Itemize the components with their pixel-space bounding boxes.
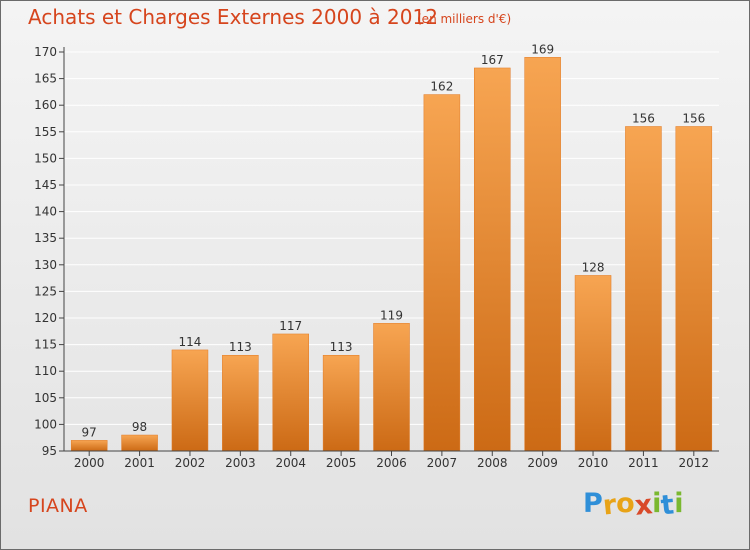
y-tick-label: 100 xyxy=(34,417,57,431)
logo-letter: i xyxy=(674,488,684,519)
y-tick-label: 95 xyxy=(42,444,57,458)
bar xyxy=(70,440,108,452)
x-tick-label: 2000 xyxy=(74,456,105,470)
x-tick-label: 2004 xyxy=(275,456,306,470)
commune-name: PIANA xyxy=(28,495,88,517)
chart-unit: (en milliers d'€) xyxy=(417,12,512,26)
y-tick-label: 150 xyxy=(34,151,57,165)
logo-letter: r xyxy=(601,489,618,522)
data-label: 98 xyxy=(132,420,147,434)
bar xyxy=(625,126,662,452)
data-label: 128 xyxy=(582,260,605,274)
data-label: 117 xyxy=(279,319,302,333)
data-label: 119 xyxy=(380,308,403,322)
y-tick-label: 130 xyxy=(34,258,57,272)
data-label: 97 xyxy=(82,425,97,439)
bar xyxy=(322,354,360,452)
x-tick-label: 2006 xyxy=(376,456,407,470)
bar xyxy=(121,434,158,452)
x-tick-label: 2005 xyxy=(326,456,357,470)
y-tick-label: 145 xyxy=(34,178,57,192)
logo-letter: i xyxy=(652,488,662,519)
bar xyxy=(222,354,259,452)
y-tick-label: 170 xyxy=(34,45,57,59)
bar xyxy=(171,349,209,452)
y-tick-label: 155 xyxy=(34,125,57,139)
y-tick-label: 125 xyxy=(34,284,57,298)
bar xyxy=(373,323,410,452)
y-tick-label: 115 xyxy=(34,338,57,352)
proxiti-logo: Proxiti xyxy=(583,488,684,522)
bar xyxy=(675,126,713,452)
data-label: 167 xyxy=(481,53,504,67)
bar xyxy=(574,275,612,452)
logo-letter: P xyxy=(583,488,603,519)
x-tick-label: 2003 xyxy=(225,456,256,470)
data-label: 114 xyxy=(179,335,202,349)
y-tick-label: 135 xyxy=(34,231,57,245)
x-tick-label: 2008 xyxy=(477,456,508,470)
x-tick-label: 2009 xyxy=(527,456,558,470)
y-tick-label: 110 xyxy=(34,364,57,378)
x-tick-label: 2007 xyxy=(427,456,458,470)
x-tick-label: 2011 xyxy=(628,456,659,470)
data-label: 156 xyxy=(682,111,705,125)
x-tick-label: 2010 xyxy=(578,456,609,470)
x-tick-label: 2012 xyxy=(679,456,710,470)
data-label: 169 xyxy=(531,42,554,56)
logo-letter: x xyxy=(633,489,654,522)
bars xyxy=(70,57,713,452)
y-tick-label: 140 xyxy=(34,205,57,219)
logo-letter: o xyxy=(616,488,635,519)
y-tick-label: 160 xyxy=(34,98,57,112)
bar xyxy=(474,67,511,452)
y-tick-label: 105 xyxy=(34,391,57,405)
x-tick-label: 2002 xyxy=(175,456,206,470)
y-tick-label: 120 xyxy=(34,311,57,325)
bar xyxy=(524,57,561,452)
chart-title: Achats et Charges Externes 2000 à 2012 xyxy=(28,5,438,29)
labels: 95 100 105 110 115 120 125 130 135 140 145 150 155 16… xyxy=(34,42,709,470)
data-label: 113 xyxy=(330,340,353,354)
data-label: 162 xyxy=(430,80,453,94)
data-label: 113 xyxy=(229,340,252,354)
bar xyxy=(272,333,309,452)
x-tick-label: 2001 xyxy=(124,456,155,470)
axes xyxy=(59,47,719,456)
y-tick-label: 165 xyxy=(34,72,57,86)
bar xyxy=(423,94,461,452)
data-label: 156 xyxy=(632,111,655,125)
